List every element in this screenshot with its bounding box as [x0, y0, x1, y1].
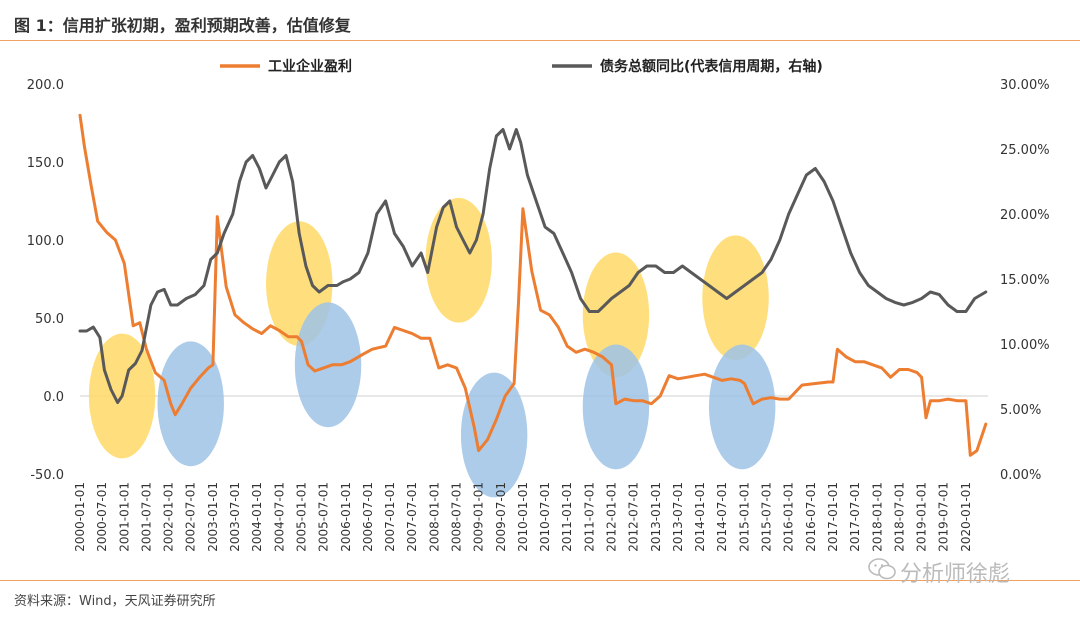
top-divider: [0, 40, 1080, 41]
x-tick-label: 2013-01-01: [649, 482, 663, 552]
x-tick-label: 2020-01-01: [959, 482, 973, 552]
y-left-tick-label: 100.0: [27, 234, 64, 249]
x-tick-label: 2005-07-01: [317, 482, 331, 552]
x-tick-label: 2011-01-01: [560, 482, 574, 552]
x-tick-label: 2013-07-01: [671, 482, 685, 552]
highlight-circle-yellow-5: [425, 197, 492, 323]
legend-label-1: 工业企业盈利: [268, 58, 352, 75]
x-tick-label: 2003-01-01: [206, 482, 220, 552]
highlight-circle-yellow-9: [702, 235, 769, 361]
x-tick-label: 2006-07-01: [361, 482, 375, 552]
x-tick-label: 2001-07-01: [139, 482, 153, 552]
y-left-tick-label: 0.0: [43, 390, 64, 405]
figure-title: 图 1：信用扩张初期，盈利预期改善，估值修复: [14, 16, 351, 35]
y-left-tick-label: -50.0: [30, 468, 64, 483]
x-tick-label: 2006-01-01: [339, 482, 353, 552]
x-tick-label: 2007-01-01: [383, 482, 397, 552]
x-tick-label: 2018-07-01: [892, 482, 906, 552]
x-tick-label: 2000-07-01: [95, 482, 109, 552]
y-right-tick-label: 15.00%: [1000, 273, 1050, 288]
y-right-tick-label: 10.00%: [1000, 338, 1050, 353]
x-tick-label: 2010-07-01: [538, 482, 552, 552]
x-tick-label: 2015-07-01: [760, 482, 774, 552]
y-right-tick-label: 0.00%: [1000, 468, 1041, 483]
x-tick-label: 2019-01-01: [915, 482, 929, 552]
source-note: 资料来源：Wind，天风证券研究所: [14, 594, 216, 609]
highlight-circle-yellow-7: [582, 252, 650, 378]
y-right-tick-label: 25.00%: [1000, 143, 1050, 158]
x-tick-label: 2000-01-01: [73, 482, 87, 552]
bottom-divider: [0, 580, 1080, 581]
x-tick-label: 2012-01-01: [605, 482, 619, 552]
x-tick-label: 2009-07-01: [494, 482, 508, 552]
x-tick-label: 2007-07-01: [405, 482, 419, 552]
x-tick-label: 2015-01-01: [737, 482, 751, 552]
x-tick-label: 2008-07-01: [449, 482, 463, 552]
watermark-text: 分析师徐彪: [900, 562, 1011, 587]
highlight-circle-blue-8: [582, 344, 650, 470]
x-tick-label: 2004-01-01: [250, 482, 264, 552]
y-left-tick-label: 200.0: [27, 78, 64, 93]
x-tick-label: 2001-01-01: [117, 482, 131, 552]
x-tick-label: 2003-07-01: [228, 482, 242, 552]
x-tick-label: 2009-01-01: [472, 482, 486, 552]
y-right-tick-label: 20.00%: [1000, 208, 1050, 223]
highlight-circle-blue-10: [708, 344, 776, 470]
x-tick-label: 2002-01-01: [162, 482, 176, 552]
x-tick-label: 2016-07-01: [804, 482, 818, 552]
highlight-circle-blue-2: [157, 341, 224, 467]
y-left-tick-label: 150.0: [27, 156, 64, 171]
x-tick-label: 2014-01-01: [693, 482, 707, 552]
x-tick-label: 2004-07-01: [272, 482, 286, 552]
x-tick-label: 2019-07-01: [937, 482, 951, 552]
x-tick-label: 2018-01-01: [870, 482, 884, 552]
y-left-tick-label: 50.0: [35, 312, 64, 327]
series-line-debt: [78, 128, 988, 404]
wechat-icon: [868, 558, 896, 580]
legend-label-2: 债务总额同比(代表信用周期，右轴): [600, 58, 823, 75]
series-line-profit: [78, 113, 988, 457]
x-tick-label: 2002-07-01: [184, 482, 198, 552]
x-tick-label: 2012-07-01: [627, 482, 641, 552]
x-tick-label: 2014-07-01: [715, 482, 729, 552]
highlight-circle-blue-6: [460, 372, 528, 498]
chart: 200.0 150.0 100.0 50.0 0.0 -50.0 30.00% 25.00% 2…: [27, 58, 1050, 552]
x-tick-label: 2016-01-01: [782, 482, 796, 552]
y-right-tick-label: 30.00%: [1000, 78, 1050, 93]
x-tick-label: 2017-01-01: [826, 482, 840, 552]
x-tick-label: 2017-07-01: [848, 482, 862, 552]
x-tick-label: 2010-01-01: [516, 482, 530, 552]
x-tick-label: 2011-07-01: [582, 482, 596, 552]
x-tick-label: 2008-01-01: [427, 482, 441, 552]
y-right-tick-label: 5.00%: [1000, 403, 1041, 418]
x-tick-label: 2005-01-01: [294, 482, 308, 552]
